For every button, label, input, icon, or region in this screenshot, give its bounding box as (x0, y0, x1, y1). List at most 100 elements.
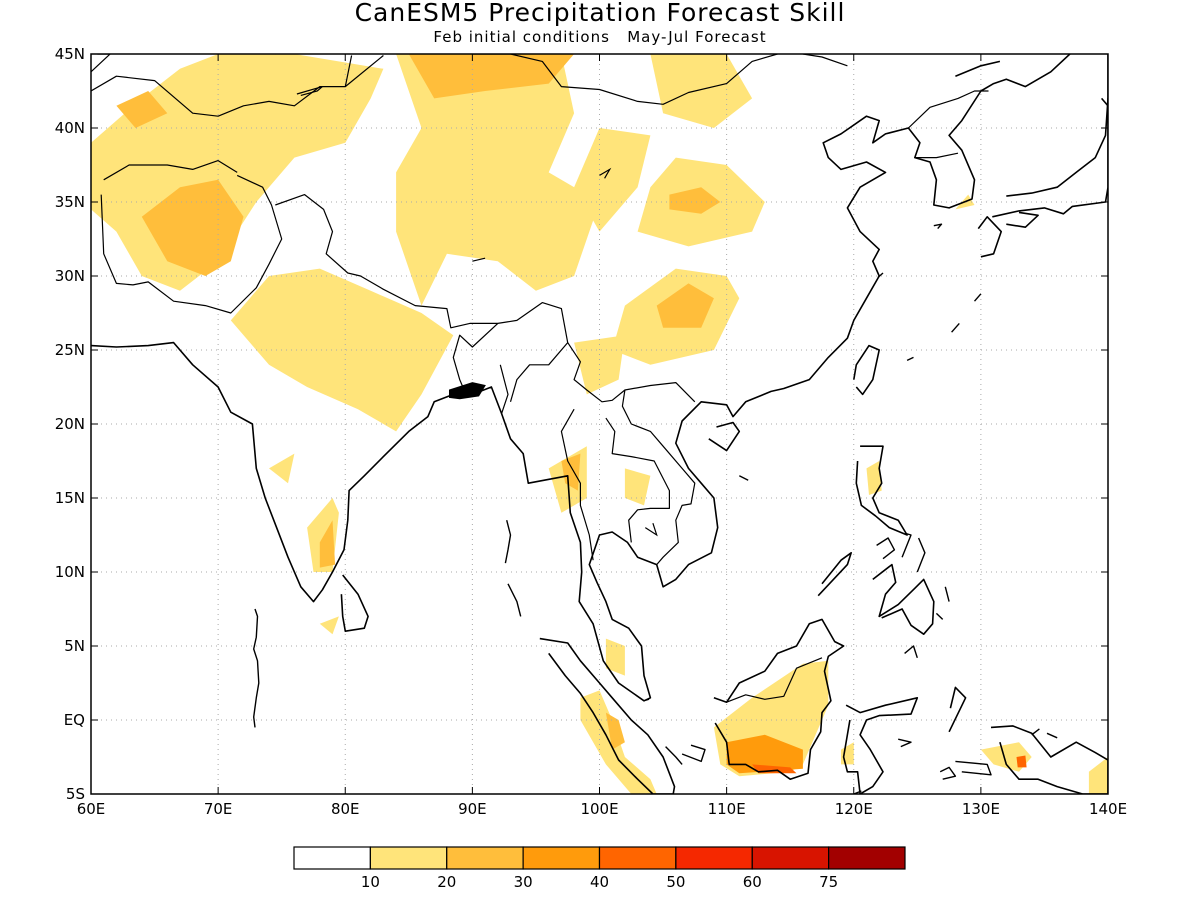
country-border (605, 417, 671, 543)
lake-outline (296, 86, 323, 96)
island-outline (906, 356, 914, 362)
island-outline (935, 612, 944, 620)
island-outline (876, 537, 896, 560)
colorbar-swatch (675, 846, 753, 870)
ganges-delta (449, 382, 486, 400)
skill-region-level-2 (141, 179, 244, 276)
island-outline (1031, 728, 1040, 736)
x-tick-label: 90E (458, 800, 487, 818)
skill-shading (91, 54, 1108, 794)
y-tick-label: 30N (55, 267, 85, 285)
island-outline (901, 532, 912, 558)
country-border (560, 408, 594, 561)
colorbar-label: 20 (437, 873, 456, 891)
island-outline (877, 272, 884, 279)
coastline (853, 344, 881, 396)
chart-subtitle: Feb initial conditions May-Jul Forecast (433, 28, 767, 46)
skill-region-level-2 (561, 453, 581, 491)
y-tick-label: 15N (55, 489, 85, 507)
skill-region-level-2 (408, 54, 575, 99)
coastline (1100, 54, 1108, 107)
y-tick-label: 10N (55, 563, 85, 581)
coastline (842, 696, 919, 794)
island-outline (904, 645, 918, 659)
colorbar-label: 50 (666, 873, 685, 891)
axis-ticks: 60E 70E 80E 90E 100E 110E 120E 130E 140E 45N 40N 35… (55, 45, 1127, 818)
island-outline (738, 475, 749, 481)
y-tick-label: 25N (55, 341, 85, 359)
coastline (977, 216, 1003, 258)
coastline (817, 551, 853, 597)
island-outline (790, 838, 803, 844)
coastline (955, 60, 1001, 77)
island-outline (951, 322, 960, 333)
skill-region-level-1 (866, 461, 882, 495)
skill-region-level-1 (624, 468, 651, 506)
skill-region-level-1 (650, 54, 753, 128)
country-border (91, 55, 353, 117)
coastline (340, 574, 369, 633)
y-tick-label: 35N (55, 193, 85, 211)
x-tick-label: 60E (77, 800, 106, 818)
island-outline (252, 608, 260, 728)
country-border (907, 90, 989, 129)
skill-region-level-1 (841, 742, 854, 765)
coastline (948, 686, 967, 733)
y-tick-label: EQ (64, 711, 85, 729)
skill-region-level-2 (656, 283, 714, 328)
x-tick-label: 70E (204, 800, 233, 818)
colorbar-swatch (446, 846, 524, 870)
colorbar-label: 60 (743, 873, 762, 891)
y-tick-label: 45N (55, 45, 85, 63)
island-outline (939, 766, 957, 780)
country-border (452, 322, 499, 395)
colorbar-label: 75 (819, 873, 838, 891)
country-border (470, 54, 778, 105)
colorbar-swatch (293, 846, 371, 870)
island-outline (1046, 732, 1058, 739)
island-outline (933, 223, 943, 230)
country-border (344, 55, 384, 88)
skill-region-level-2 (669, 187, 721, 214)
island-outline (681, 744, 706, 763)
x-tick-label: 80E (331, 800, 360, 818)
coastline (872, 563, 935, 636)
lake-outline (275, 54, 278, 55)
country-border (621, 389, 696, 565)
colorbar-swatch (828, 846, 906, 870)
skill-region-level-2 (116, 91, 168, 128)
country-border (100, 174, 283, 314)
lake-outline (599, 167, 612, 179)
colorbar-swatch (598, 846, 677, 870)
skill-region-level-1 (605, 638, 625, 676)
skill-region-level-1 (1088, 757, 1108, 794)
skill-region-level-2 (319, 520, 336, 568)
colorbar-label: 40 (590, 873, 609, 891)
coastline (992, 97, 1108, 218)
x-tick-label: 140E (1089, 800, 1127, 818)
coastline (708, 421, 741, 452)
x-tick-label: 110E (708, 800, 746, 818)
country-border (103, 160, 238, 181)
skill-region-level-4 (1016, 755, 1027, 768)
y-tick-label: 5N (64, 637, 85, 655)
colorbar-label: 30 (514, 873, 533, 891)
island-outline (916, 537, 926, 573)
skill-region-level-1 (269, 453, 295, 484)
colorbar: 10 20 30 40 50 60 75 (293, 846, 906, 891)
colorbar-swatch (522, 846, 601, 870)
coastline (713, 618, 845, 781)
country-border (275, 194, 696, 403)
island-outline (504, 520, 512, 564)
skill-region-level-1 (319, 616, 339, 635)
coastline (1006, 211, 1039, 228)
skill-region-level-1 (574, 128, 651, 232)
island-outline (665, 746, 683, 765)
country-border (499, 364, 509, 414)
y-tick-label: 5S (66, 785, 85, 803)
x-tick-label: 120E (835, 800, 873, 818)
lake-outline (644, 523, 658, 537)
lake-outline (91, 54, 111, 73)
coastline (91, 54, 1071, 702)
